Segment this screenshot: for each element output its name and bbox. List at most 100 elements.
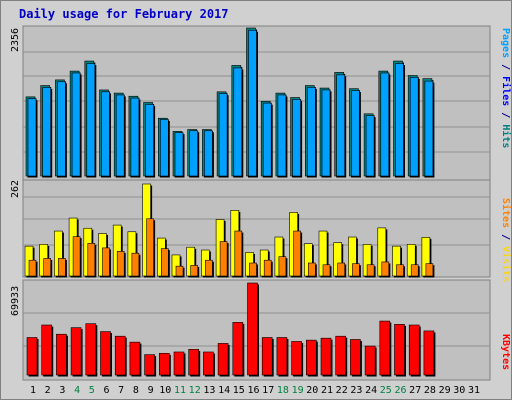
x-tick-label: 24 bbox=[365, 385, 377, 396]
side-label-part: Files bbox=[500, 76, 512, 106]
files-bar bbox=[306, 87, 316, 177]
sites-bar bbox=[131, 252, 140, 277]
sites-bar bbox=[102, 247, 110, 277]
sites-bar bbox=[352, 263, 360, 277]
kbytes-bar bbox=[173, 351, 185, 376]
x-tick-label: 17 bbox=[262, 385, 274, 396]
x-tick-label: 6 bbox=[103, 385, 109, 396]
kbytes-bar bbox=[379, 320, 391, 376]
files-bar bbox=[424, 80, 434, 177]
kbytes-bar bbox=[114, 335, 126, 376]
kbytes-bar bbox=[100, 331, 111, 376]
sites-bar bbox=[366, 264, 375, 277]
x-tick-labels: 1 2 3 4 5 6 7 8 9 10 11 12 13 14 15 16 17 18 19 20 21 22 23 24 2… bbox=[30, 385, 480, 396]
top-max-label: 2356 bbox=[10, 28, 21, 52]
kbytes-bar bbox=[85, 323, 97, 376]
bar-marks bbox=[24, 27, 436, 377]
x-tick-label: 31 bbox=[468, 385, 480, 396]
files-bar bbox=[86, 63, 96, 177]
x-tick-label: 20 bbox=[306, 385, 318, 396]
kbytes-bar bbox=[305, 339, 317, 376]
files-bar bbox=[204, 130, 213, 177]
files-bar bbox=[248, 29, 257, 177]
x-tick-label: 10 bbox=[159, 385, 171, 396]
x-tick-label: 4 bbox=[74, 385, 80, 396]
kbytes-bar bbox=[26, 337, 38, 376]
files-bar bbox=[321, 89, 331, 177]
files-bar bbox=[262, 102, 272, 177]
kbytes-bar bbox=[364, 345, 376, 376]
files-bar bbox=[233, 67, 243, 177]
x-tick-label: 21 bbox=[321, 385, 333, 396]
files-bar bbox=[277, 94, 287, 177]
sites-bar bbox=[278, 256, 287, 277]
kbytes-bar bbox=[320, 337, 332, 376]
sites-bar bbox=[249, 262, 257, 277]
x-tick-label: 25 bbox=[380, 385, 392, 396]
kbytes-bar bbox=[276, 337, 288, 376]
files-bar bbox=[365, 115, 375, 177]
x-tick-label: 3 bbox=[59, 385, 65, 396]
sites-bar bbox=[146, 218, 154, 277]
kbytes-bar bbox=[335, 335, 347, 376]
side-label-part: KBytes bbox=[500, 334, 511, 370]
sites-bar bbox=[190, 265, 198, 277]
x-tick-label: 9 bbox=[148, 385, 154, 396]
kbytes-bar bbox=[408, 324, 420, 376]
x-tick-label: 2 bbox=[45, 385, 51, 396]
side-label-part: Visits bbox=[500, 246, 512, 282]
files-bar bbox=[160, 119, 169, 177]
x-tick-label: 16 bbox=[247, 385, 259, 396]
kbytes-bar bbox=[41, 324, 53, 376]
kbytes-bar bbox=[56, 333, 67, 376]
sites-bar bbox=[87, 243, 96, 277]
side-label-part: Pages bbox=[500, 28, 511, 58]
side-label-part: / bbox=[500, 58, 511, 76]
sites-bar bbox=[425, 263, 434, 277]
bottom-max-label: 69933 bbox=[10, 286, 21, 316]
files-bar bbox=[115, 94, 125, 177]
x-tick-label: 23 bbox=[350, 385, 362, 396]
kbytes-bar bbox=[217, 343, 229, 376]
sites-bar bbox=[307, 262, 316, 277]
side-label-part: Sites bbox=[500, 198, 512, 228]
x-tick-label: 22 bbox=[336, 385, 348, 396]
middle-side-label: Sites / Visits bbox=[500, 198, 512, 282]
sites-bar bbox=[337, 262, 346, 277]
x-tick-label: 11 bbox=[174, 385, 186, 396]
kbytes-bar bbox=[159, 352, 170, 376]
x-tick-label: 18 bbox=[277, 385, 289, 396]
files-bar bbox=[218, 93, 228, 177]
kbytes-bar bbox=[203, 351, 214, 376]
kbytes-bar bbox=[70, 327, 82, 376]
x-tick-label: 8 bbox=[133, 385, 139, 396]
x-tick-label: 12 bbox=[189, 385, 201, 396]
kbytes-bar bbox=[144, 354, 155, 376]
middle-max-label: 262 bbox=[10, 180, 21, 198]
x-tick-label: 1 bbox=[30, 385, 36, 396]
kbytes-bar bbox=[188, 349, 199, 376]
files-bar bbox=[395, 63, 404, 177]
sites-bar bbox=[175, 265, 184, 277]
x-tick-label: 5 bbox=[89, 385, 95, 396]
x-tick-label: 30 bbox=[453, 385, 465, 396]
kbytes-bar bbox=[394, 324, 405, 376]
sites-bar bbox=[28, 259, 37, 277]
x-tick-label: 15 bbox=[233, 385, 245, 396]
sites-bar bbox=[58, 258, 66, 277]
sites-bar bbox=[205, 259, 213, 277]
sites-bar bbox=[161, 248, 169, 277]
x-tick-label: 13 bbox=[203, 385, 215, 396]
kbytes-bar bbox=[291, 341, 302, 376]
kbytes-bar bbox=[247, 282, 258, 376]
sites-bar bbox=[116, 251, 125, 277]
kbytes-bar bbox=[129, 341, 141, 376]
files-bar bbox=[27, 98, 37, 177]
sites-bar bbox=[263, 259, 272, 277]
kbytes-bar bbox=[423, 330, 435, 376]
files-bar bbox=[145, 104, 154, 177]
files-bar bbox=[336, 74, 346, 177]
files-bar bbox=[174, 132, 184, 177]
bottom-side-label: KBytes bbox=[500, 334, 511, 370]
x-tick-label: 19 bbox=[292, 385, 304, 396]
